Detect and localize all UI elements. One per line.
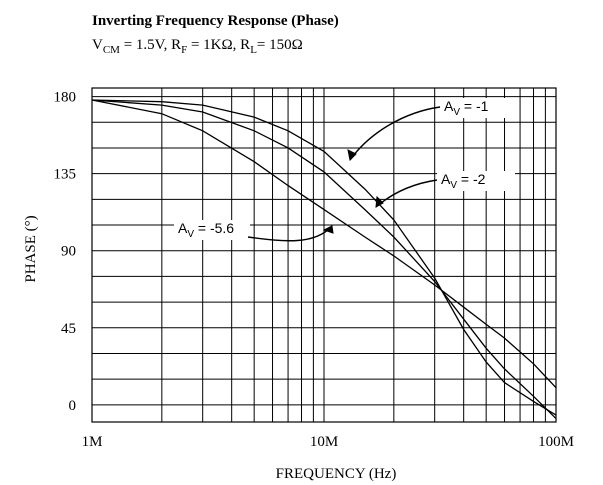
x-tick-label: 1M [82,434,103,450]
series-label-bg [437,171,515,191]
y-tick-label: 45 [61,321,76,337]
series-label-bg [174,220,250,240]
arrowhead [375,195,384,208]
y-tick-label: 135 [54,167,77,183]
grid [91,87,557,423]
annotations: AV = -1 AV = -2 AV = -5.6 [174,98,518,242]
series-label-bg [440,98,518,118]
series-label: AV = -1 [444,98,489,118]
series-label: AV = -2 [441,171,486,191]
arrowhead [347,149,357,162]
y-tick-label: 0 [69,398,77,414]
x-tick-label: 10M [310,434,338,450]
x-tick-label: 100M [538,434,574,450]
annotation-arrow [349,106,441,161]
arrowhead [322,225,334,234]
series-line [91,99,557,389]
annotation-arrow [375,179,438,208]
series-line [91,99,557,420]
y-tick-label: 90 [61,244,76,260]
x-axis-label: FREQUENCY (Hz) [276,466,397,482]
chart-title: Inverting Frequency Response (Phase) [92,13,339,29]
tick-labels: 1M 10M 100M 0 45 90 135 180 [54,90,574,450]
annotation-arrow [247,225,333,242]
series-label: AV = -5.6 [178,220,234,240]
y-axis-label: PHASE (°) [23,215,39,282]
y-tick-label: 180 [54,90,77,106]
plot-frame [91,87,557,423]
chart-subtitle: VCM = 1.5V, RF = 1KΩ, RL= 150Ω [92,37,303,56]
